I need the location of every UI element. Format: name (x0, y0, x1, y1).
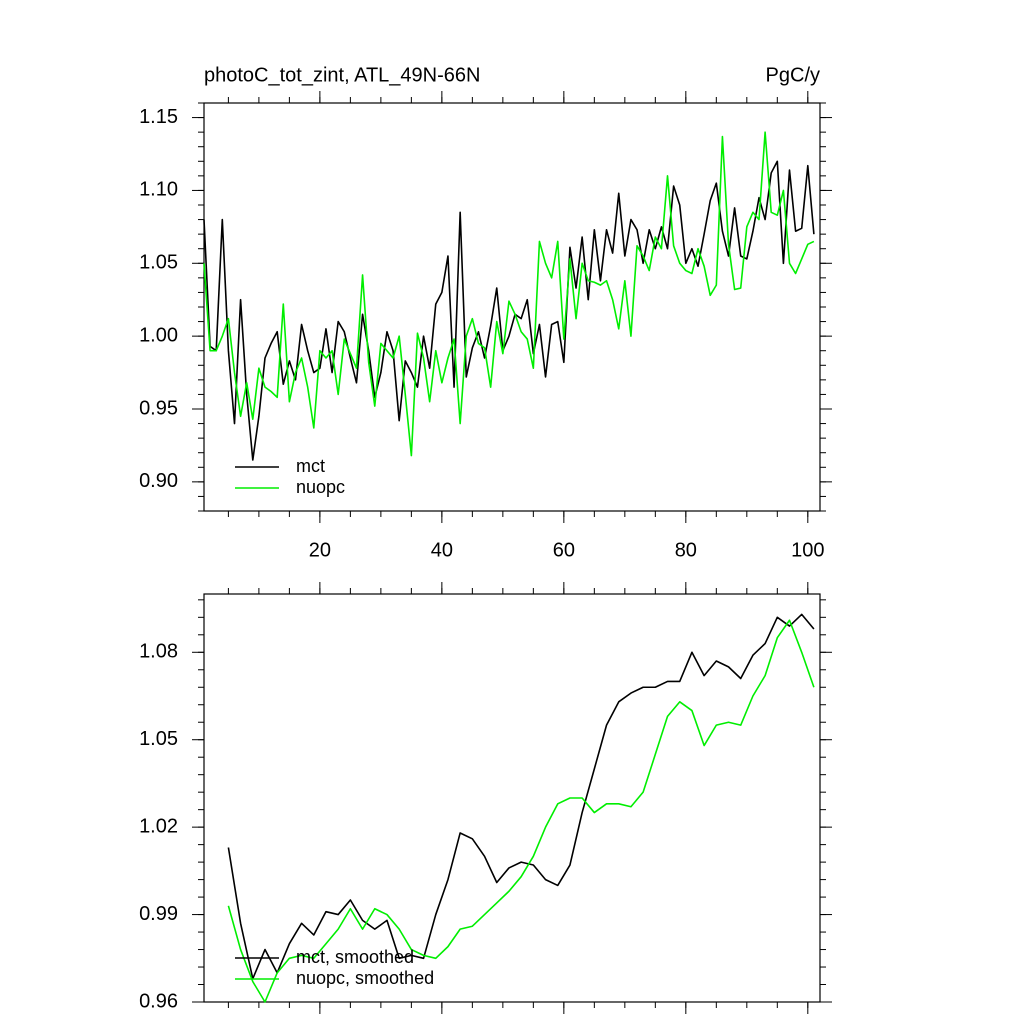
x-tick-label: 80 (675, 539, 697, 561)
x-tick-label: 20 (309, 539, 331, 561)
data-line (203, 160, 815, 461)
y-tick-label: 0.95 (139, 397, 178, 419)
x-tick-label: 40 (431, 539, 453, 561)
plot-frame (203, 593, 821, 1003)
y-tick-label: 1.05 (139, 252, 178, 274)
legend-label: nuopc, smoothed (296, 968, 434, 988)
chart-title: photoC_tot_zint, ATL_49N-66N (204, 64, 480, 86)
legend-label: mct, smoothed (296, 947, 414, 967)
y-tick-label: 0.99 (139, 903, 178, 925)
y-tick-label: 1.02 (139, 815, 178, 837)
y-tick-label: 1.08 (139, 641, 178, 663)
y-tick-label: 0.96 (139, 990, 178, 1012)
x-tick-label: 100 (791, 539, 824, 561)
data-line (227, 619, 815, 1003)
x-tick-label: 60 (553, 539, 575, 561)
y-tick-label: 1.10 (139, 179, 178, 201)
legend-label: mct (296, 456, 325, 476)
units-label: PgC/y (766, 64, 820, 86)
data-line (203, 131, 815, 457)
legend-label: nuopc (296, 477, 345, 497)
y-tick-label: 0.90 (139, 470, 178, 492)
y-tick-label: 1.00 (139, 324, 178, 346)
y-tick-label: 1.05 (139, 728, 178, 750)
y-tick-label: 1.15 (139, 106, 178, 128)
data-line (227, 613, 815, 980)
